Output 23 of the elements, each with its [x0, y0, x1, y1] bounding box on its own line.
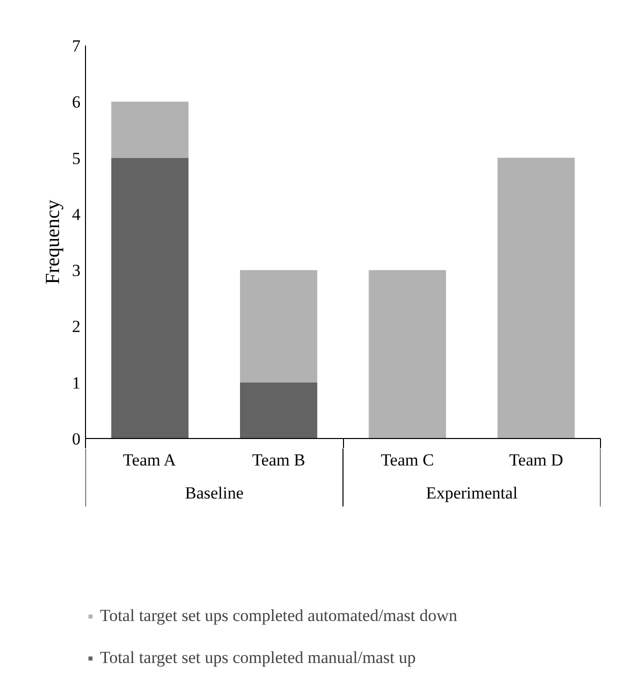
x-tick-label: Team C — [380, 450, 434, 470]
bar — [368, 270, 446, 438]
bar — [111, 158, 188, 438]
x-tick-label: Team D — [509, 450, 564, 470]
y-tick-label: 1 — [72, 373, 80, 392]
x-tick-label: Team A — [122, 450, 177, 470]
bar — [240, 270, 318, 382]
y-tick-label: 5 — [72, 148, 80, 168]
y-axis-title: Frequency — [42, 200, 64, 284]
legend-label: Total target set ups completed manual/mast up — [100, 648, 416, 668]
text: Baseline — [184, 484, 244, 502]
bar — [240, 382, 318, 438]
bar — [498, 158, 575, 438]
legend-label: Total target set ups completed automated/mast down — [100, 606, 458, 626]
y-tick-label: 6 — [72, 92, 80, 112]
y-tick-label: 7 — [72, 36, 81, 56]
y-tick-label: 2 — [72, 317, 80, 336]
text: Experimental — [426, 484, 518, 502]
y-tick-label: 4 — [72, 204, 81, 224]
bar — [111, 102, 188, 158]
x-tick-label: Team B — [252, 450, 306, 470]
y-tick-label: 3 — [72, 261, 80, 280]
y-tick-label: 0 — [72, 430, 80, 448]
